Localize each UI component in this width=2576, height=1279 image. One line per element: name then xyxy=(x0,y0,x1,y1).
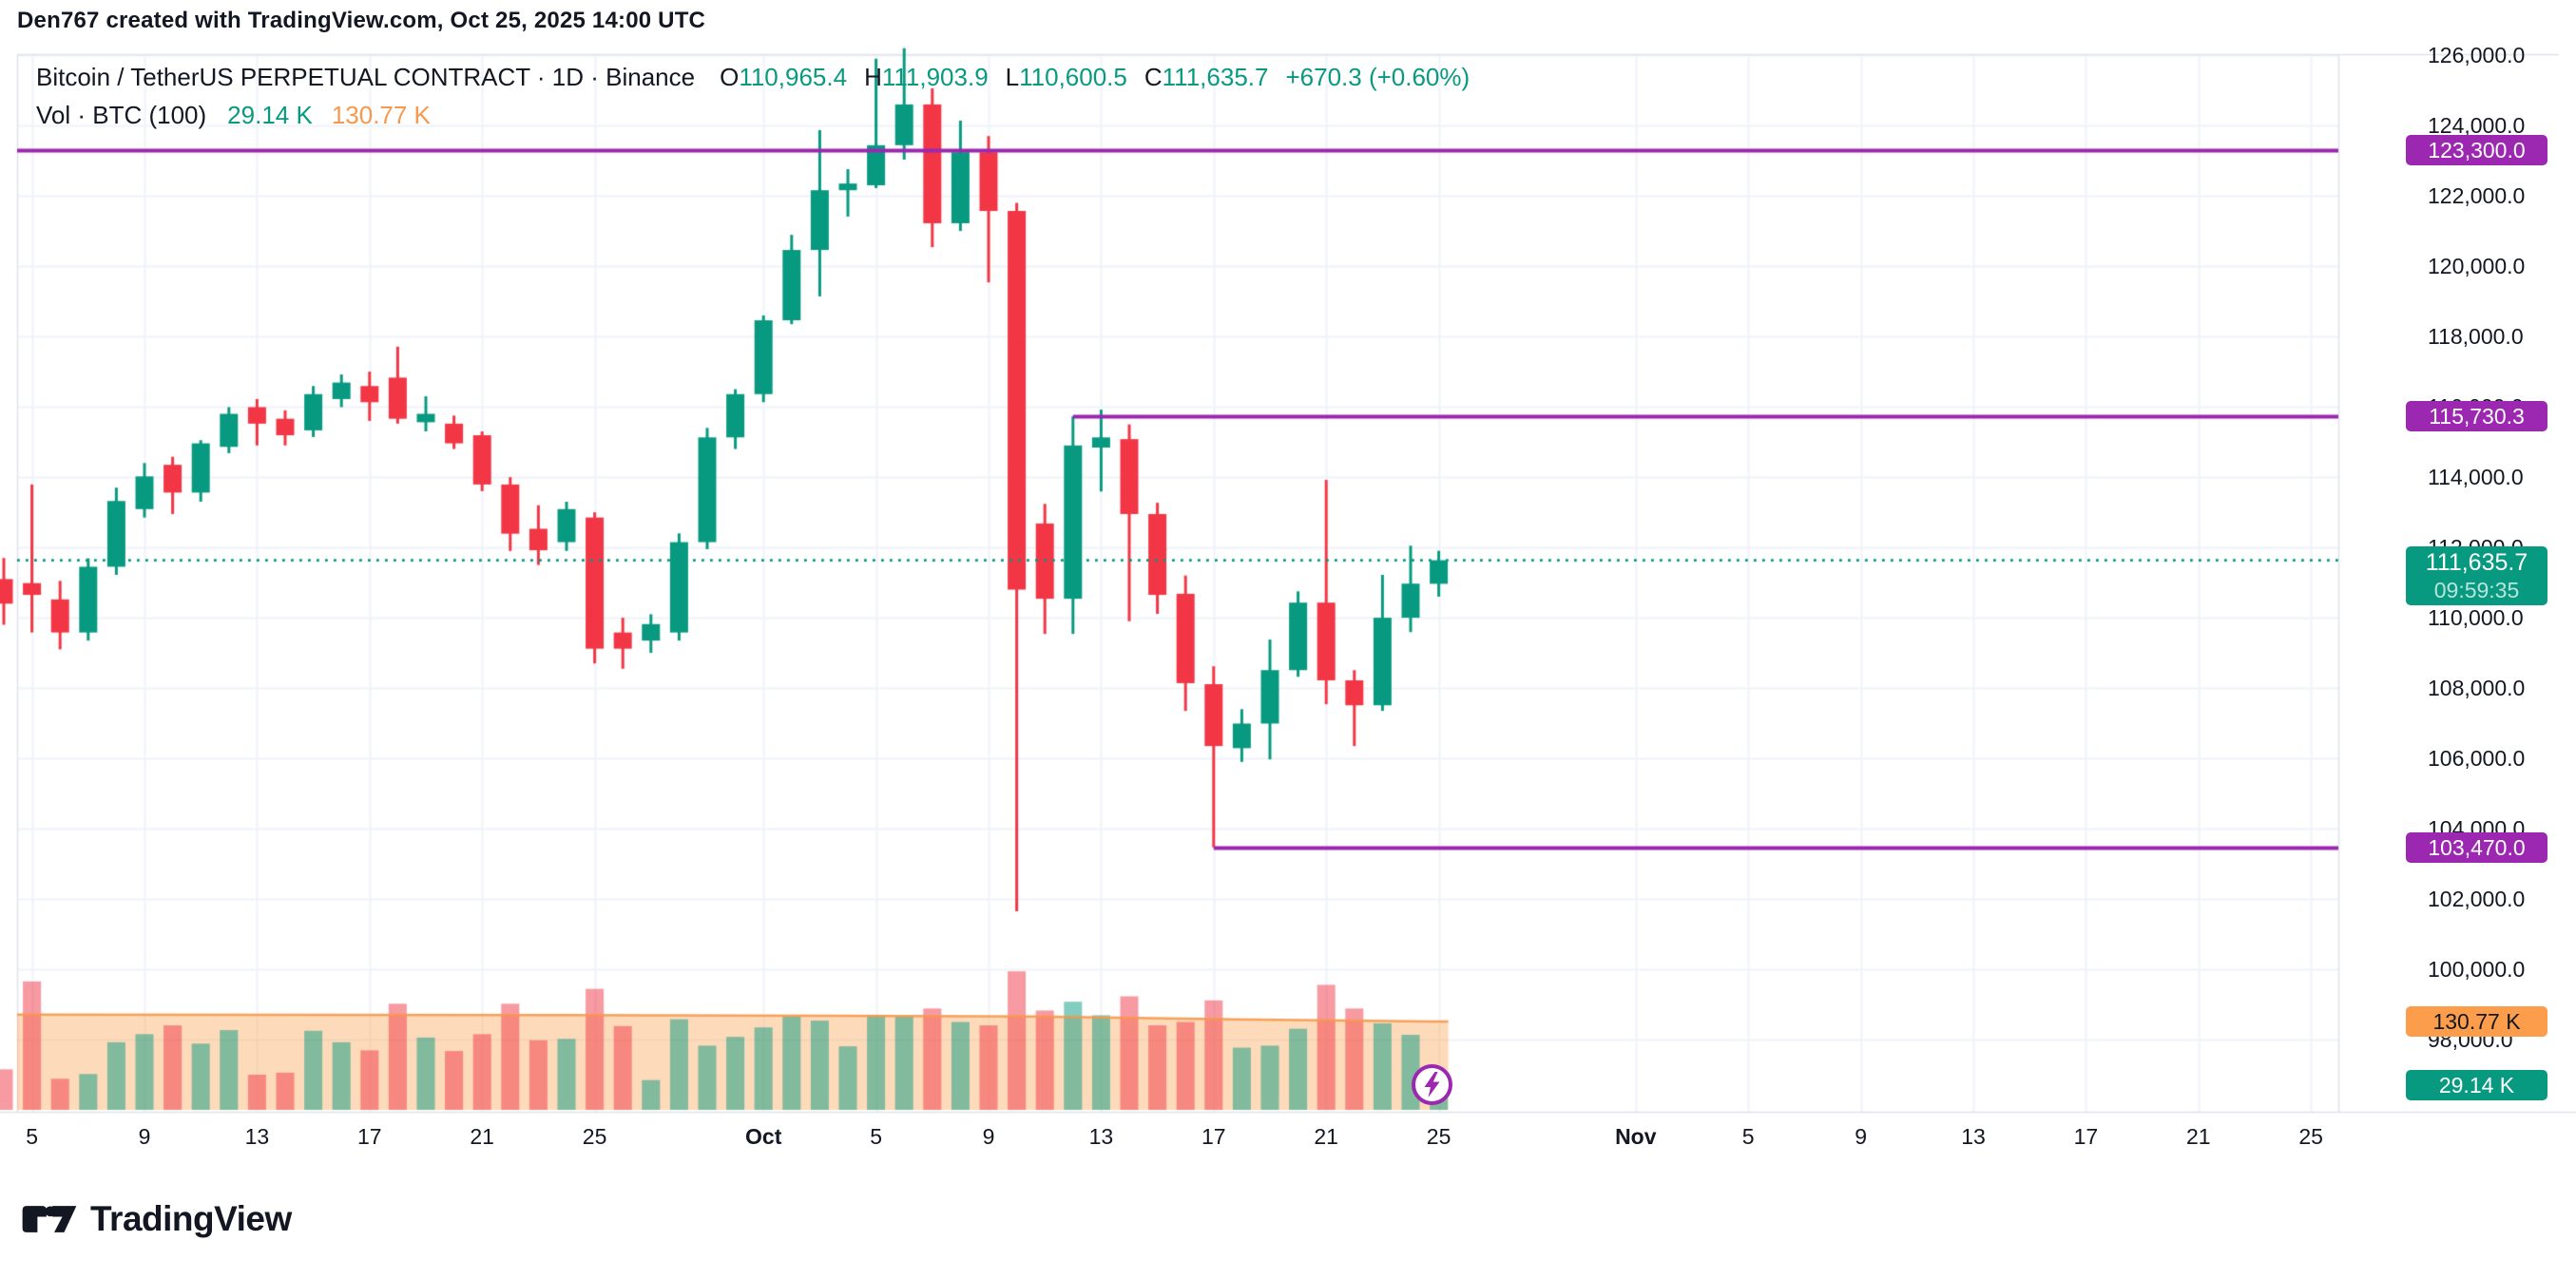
lightning-bolt-icon xyxy=(1424,1072,1440,1098)
price-axis-label: 122,000.0 xyxy=(2428,183,2526,209)
price-axis-label: 126,000.0 xyxy=(2428,43,2526,68)
current-price-badge: 111,635.7 09:59:35 xyxy=(2406,545,2547,605)
low-label: L xyxy=(1005,63,1020,91)
price-axis-label: 118,000.0 xyxy=(2428,324,2524,350)
time-axis-label: 13 xyxy=(1961,1124,1986,1149)
time-axis-label: 17 xyxy=(357,1124,382,1149)
time-axis-label: 5 xyxy=(1741,1124,1755,1149)
time-axis-label: 25 xyxy=(1426,1124,1451,1149)
high-label: H xyxy=(864,63,882,91)
time-axis-label: 17 xyxy=(2073,1124,2099,1149)
volume-ma-value: 130.77 K xyxy=(331,101,431,129)
bar-countdown: 09:59:35 xyxy=(2433,577,2520,602)
time-axis-label: 21 xyxy=(470,1124,494,1149)
volume-indicator-label[interactable]: Vol · BTC (100) xyxy=(36,101,207,129)
realtime-flash-icon xyxy=(1412,1064,1452,1105)
level-price-badge: 123,300.0 xyxy=(2406,135,2547,165)
legend-symbol-row: Bitcoin / TetherUS PERPETUAL CONTRACT · … xyxy=(36,63,1470,92)
low-value: 110,600.5 xyxy=(1019,63,1127,91)
close-label: C xyxy=(1144,63,1163,91)
open-label: O xyxy=(720,63,740,91)
price-axis-label: 120,000.0 xyxy=(2428,254,2526,279)
ohlc-open: O110,965.4 xyxy=(720,63,847,91)
time-axis-month-label: Nov xyxy=(1615,1124,1657,1149)
open-value: 110,965.4 xyxy=(739,63,848,91)
price-axis-label: 100,000.0 xyxy=(2428,957,2526,983)
volume-ma-badge: 130.77 K xyxy=(2406,1005,2547,1037)
high-value: 111,903.9 xyxy=(881,63,989,91)
chart-legend: Bitcoin / TetherUS PERPETUAL CONTRACT · … xyxy=(36,63,1470,130)
time-axis-label: 9 xyxy=(1855,1124,1867,1149)
time-axis-label: 25 xyxy=(582,1124,607,1149)
change-value: +670.3 (+0.60%) xyxy=(1285,63,1471,91)
price-axis-label: 110,000.0 xyxy=(2428,605,2524,631)
current-price-value: 111,635.7 xyxy=(2425,548,2528,576)
volume-value-badge: 29.14 K xyxy=(2406,1070,2547,1101)
tradingview-logo[interactable]: TradingView xyxy=(22,1199,292,1239)
chart-attribution: Den767 created with TradingView.com, Oct… xyxy=(17,8,706,33)
tradingview-logo-text: TradingView xyxy=(90,1199,292,1238)
price-axis-label: 102,000.0 xyxy=(2428,887,2526,912)
price-axis-label: 108,000.0 xyxy=(2428,676,2526,701)
close-value: 111,635.7 xyxy=(1162,63,1269,91)
time-axis-label: 5 xyxy=(870,1124,882,1149)
ohlc-close: C111,635.7 xyxy=(1144,63,1269,91)
price-axis-label: 124,000.0 xyxy=(2428,113,2526,139)
time-axis-label: 9 xyxy=(982,1124,995,1149)
time-axis-label: 9 xyxy=(138,1124,151,1149)
time-axis-month-label: Oct xyxy=(745,1124,782,1149)
time-axis-label: 17 xyxy=(1201,1124,1226,1149)
price-axis-label: 106,000.0 xyxy=(2428,746,2526,772)
time-axis-label: 21 xyxy=(2186,1124,2211,1149)
time-axis-label: 13 xyxy=(244,1124,270,1149)
ohlc-high: H111,903.9 xyxy=(864,63,989,91)
level-price-badge: 115,730.3 xyxy=(2406,401,2547,432)
price-axis-label: 114,000.0 xyxy=(2428,465,2524,490)
time-axis-label: 5 xyxy=(26,1124,38,1149)
legend-volume-row: Vol · BTC (100) 29.14 K 130.77 K xyxy=(36,101,1470,130)
time-axis-label: 21 xyxy=(1314,1124,1338,1149)
symbol-title[interactable]: Bitcoin / TetherUS PERPETUAL CONTRACT · … xyxy=(36,63,696,91)
volume-current-value: 29.14 K xyxy=(227,101,313,129)
time-axis-label: 25 xyxy=(2298,1124,2323,1149)
time-axis-label: 13 xyxy=(1088,1124,1114,1149)
tradingview-logo-mark xyxy=(22,1206,77,1232)
ohlc-low: L110,600.5 xyxy=(1006,63,1127,91)
level-price-badge: 103,470.0 xyxy=(2406,831,2547,863)
